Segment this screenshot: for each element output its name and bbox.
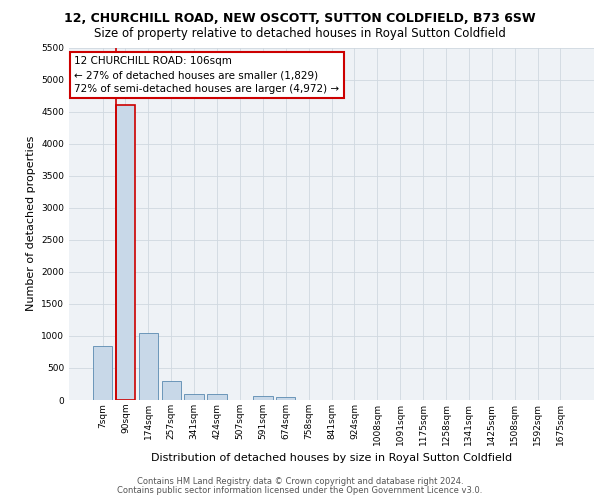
Y-axis label: Number of detached properties: Number of detached properties [26, 136, 35, 312]
Bar [161, 381, 181, 400]
Bar [116, 105, 135, 400]
Bar [139, 332, 158, 400]
Text: 12 CHURCHILL ROAD: 106sqm
← 27% of detached houses are smaller (1,829)
72% of se: 12 CHURCHILL ROAD: 106sqm ← 27% of detac… [74, 56, 340, 94]
Bar [253, 396, 272, 400]
Text: Contains public sector information licensed under the Open Government Licence v3: Contains public sector information licen… [118, 486, 482, 495]
Text: Contains HM Land Registry data © Crown copyright and database right 2024.: Contains HM Land Registry data © Crown c… [137, 477, 463, 486]
Bar [184, 394, 204, 400]
Text: Size of property relative to detached houses in Royal Sutton Coldfield: Size of property relative to detached ho… [94, 28, 506, 40]
Bar [208, 394, 227, 400]
Bar [93, 346, 112, 400]
Bar [276, 397, 295, 400]
X-axis label: Distribution of detached houses by size in Royal Sutton Coldfield: Distribution of detached houses by size … [151, 453, 512, 463]
Text: 12, CHURCHILL ROAD, NEW OSCOTT, SUTTON COLDFIELD, B73 6SW: 12, CHURCHILL ROAD, NEW OSCOTT, SUTTON C… [64, 12, 536, 26]
